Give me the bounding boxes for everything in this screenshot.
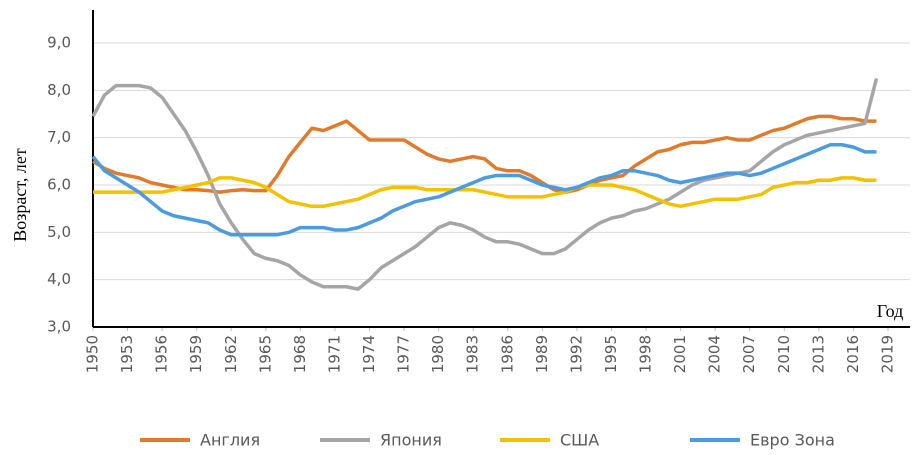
y-axis-label: Возраст, лет bbox=[10, 148, 30, 242]
x-tick-label: 1962 bbox=[222, 335, 240, 373]
x-tick-label: 2019 bbox=[879, 335, 897, 373]
x-tick-label: 1992 bbox=[567, 335, 585, 373]
y-tick-label: 9,0 bbox=[47, 34, 71, 52]
x-tick-label: 1980 bbox=[429, 335, 447, 373]
line-series bbox=[92, 114, 877, 194]
x-tick-label: 2013 bbox=[809, 335, 827, 373]
x-tick-label: 2016 bbox=[844, 335, 862, 373]
x-tick-label: 1968 bbox=[291, 335, 309, 373]
x-tick-label: 1953 bbox=[118, 335, 136, 373]
y-tick-label: 5,0 bbox=[47, 223, 71, 241]
x-axis-label: Год bbox=[877, 301, 903, 321]
x-tick-label: 1974 bbox=[360, 335, 378, 373]
x-tick-label: 1971 bbox=[325, 335, 343, 373]
x-tick-label: 2001 bbox=[671, 335, 689, 373]
x-tick-label: 1983 bbox=[464, 335, 482, 373]
y-tick-label: 8,0 bbox=[47, 81, 71, 99]
legend-label: Япония bbox=[380, 431, 442, 450]
x-tick-label: 2010 bbox=[775, 335, 793, 373]
legend-label: Англия bbox=[200, 431, 260, 450]
x-tick-label: 1977 bbox=[395, 335, 413, 373]
y-tick-label: 7,0 bbox=[47, 128, 71, 146]
x-tick-label: 1995 bbox=[602, 335, 620, 373]
line-series bbox=[91, 143, 877, 237]
legend-label: Евро Зона bbox=[750, 431, 835, 450]
legend-label: США bbox=[560, 431, 599, 450]
x-tick-label: 1959 bbox=[187, 335, 205, 373]
x-tick-label: 1956 bbox=[153, 335, 171, 373]
x-tick-label: 2004 bbox=[706, 335, 724, 373]
y-tick-label: 6,0 bbox=[47, 176, 71, 194]
x-tick-label: 1986 bbox=[498, 335, 516, 373]
x-tick-label: 1950 bbox=[84, 335, 102, 373]
line-series bbox=[91, 78, 879, 291]
y-tick-label: 4,0 bbox=[47, 270, 71, 288]
line-series bbox=[93, 176, 877, 209]
x-tick-label: 1965 bbox=[256, 335, 274, 373]
x-tick-label: 1998 bbox=[637, 335, 655, 373]
y-tick-label: 3,0 bbox=[47, 318, 71, 336]
x-tick-label: 1989 bbox=[533, 335, 551, 373]
x-tick-label: 2007 bbox=[740, 335, 758, 373]
